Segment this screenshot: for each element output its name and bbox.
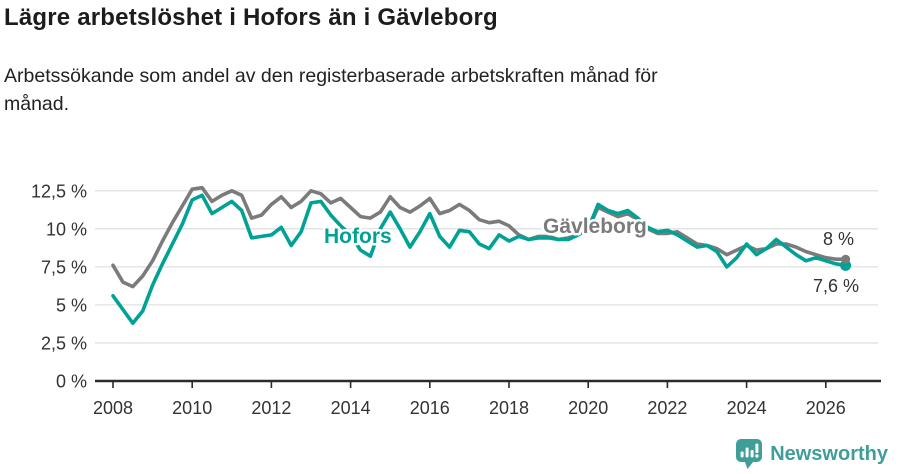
series-label-hofors: Hofors (324, 225, 392, 248)
subtitle-line-1: Arbetssökande som andel av den registerb… (4, 65, 658, 87)
series-label-gavleborg: Gävleborg (543, 215, 647, 238)
chart-subtitle: Arbetssökande som andel av den registerb… (4, 62, 854, 118)
y-tick-label: 7,5 % (41, 257, 87, 277)
end-value-label-gavleborg: 8 % (823, 229, 854, 249)
x-tick-label: 2022 (647, 398, 687, 418)
x-tick-label: 2026 (806, 398, 846, 418)
end-value-label-hofors: 7,6 % (813, 276, 859, 296)
page-title: Lägre arbetslöshet i Hofors än i Gävlebo… (4, 4, 498, 31)
x-tick-label: 2024 (727, 398, 767, 418)
x-tick-label: 2010 (172, 398, 212, 418)
x-tick-label: 2020 (568, 398, 608, 418)
series-line-gävleborg (111, 185, 848, 289)
unemployment-line-chart: 0 % 2,5 % 5 % 7,5 % 10 % 12,5 % 2008 2010 2012 20… (31, 181, 881, 418)
series-end-dot-gävleborg (841, 254, 851, 264)
x-tick-label: 2008 (93, 398, 133, 418)
y-tick-label: 0 % (56, 372, 87, 392)
x-tick-label: 2014 (331, 398, 371, 418)
y-tick-label: 5 % (56, 295, 87, 315)
x-tick-label: 2012 (251, 398, 291, 418)
x-tick-label: 2016 (410, 398, 450, 418)
newsworthy-wordmark: Newsworthy (770, 442, 888, 465)
y-tick-label: 2,5 % (41, 333, 87, 353)
y-tick-label: 12,5 % (31, 181, 87, 201)
x-tick-label: 2018 (489, 398, 529, 418)
y-tick-label: 10 % (46, 219, 87, 239)
newsworthy-brand: Newsworthy (736, 439, 888, 469)
chart-generated-layer: 0 % 2,5 % 5 % 7,5 % 10 % 12,5 % 2008 2010 2012 20… (31, 181, 881, 418)
series-line-hofors (111, 193, 848, 326)
subtitle-line-2: månad. (4, 93, 70, 115)
newsworthy-logo-icon (736, 439, 763, 469)
